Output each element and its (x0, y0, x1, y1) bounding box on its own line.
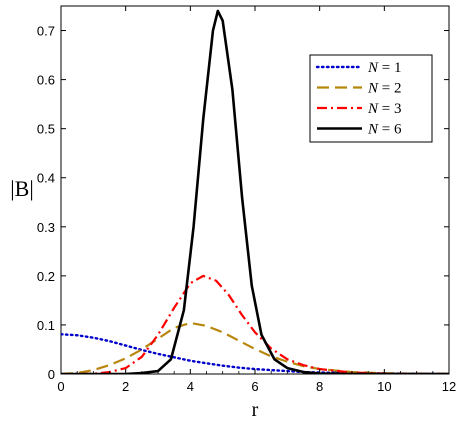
legend-label-n6: N = 6 (367, 122, 402, 138)
legend: N = 1 N = 2 N = 3 N = 6 (309, 54, 433, 143)
x-tick-label: 10 (377, 379, 391, 394)
y-tick-label: 0.2 (37, 269, 55, 284)
y-tick-label: 0.5 (37, 122, 55, 137)
legend-label-n3: N = 3 (367, 101, 401, 117)
y-tick-label: 0.3 (37, 220, 55, 235)
x-tick-label: 0 (57, 379, 64, 394)
series-line-n2 (61, 321, 449, 374)
x-tick-label: 6 (251, 379, 258, 394)
x-axis-title: r (252, 399, 259, 421)
y-tick-label: 0.7 (37, 24, 55, 39)
y-tick-label: 0 (48, 367, 55, 382)
x-tick-label: 12 (442, 379, 456, 394)
series-line-n6 (61, 9, 449, 374)
x-tick-label: 4 (187, 379, 194, 394)
y-tick-label: 0.4 (37, 171, 55, 186)
y-tick-label: 0.1 (37, 318, 55, 333)
x-tick-label: 2 (122, 379, 129, 394)
y-tick-label: 0.6 (37, 73, 55, 88)
legend-label-n2: N = 2 (367, 81, 401, 97)
x-tick-label: 8 (316, 379, 323, 394)
y-axis-title: |B| (10, 176, 33, 201)
series-line-n3 (61, 274, 449, 374)
axes-layer: 0 2 4 6 8 10 12 0 0.1 0.2 0.3 0.4 0.5 0.6 0.7 (37, 6, 456, 394)
legend-label-n1: N = 1 (367, 60, 401, 76)
series-layer (61, 9, 449, 374)
